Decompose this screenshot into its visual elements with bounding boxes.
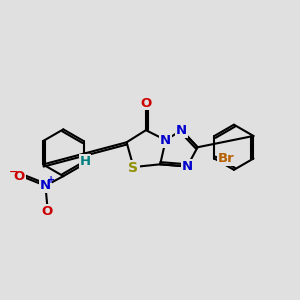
Text: +: + [47,175,56,185]
Text: O: O [14,170,25,184]
Text: −: − [9,167,19,177]
Text: O: O [140,97,152,110]
Text: N: N [176,124,187,137]
Text: O: O [42,205,53,218]
Text: N: N [40,179,51,192]
Text: N: N [160,134,171,147]
Text: N: N [182,160,193,173]
Text: Br: Br [218,152,234,165]
Text: S: S [128,161,139,176]
Text: H: H [79,154,90,168]
